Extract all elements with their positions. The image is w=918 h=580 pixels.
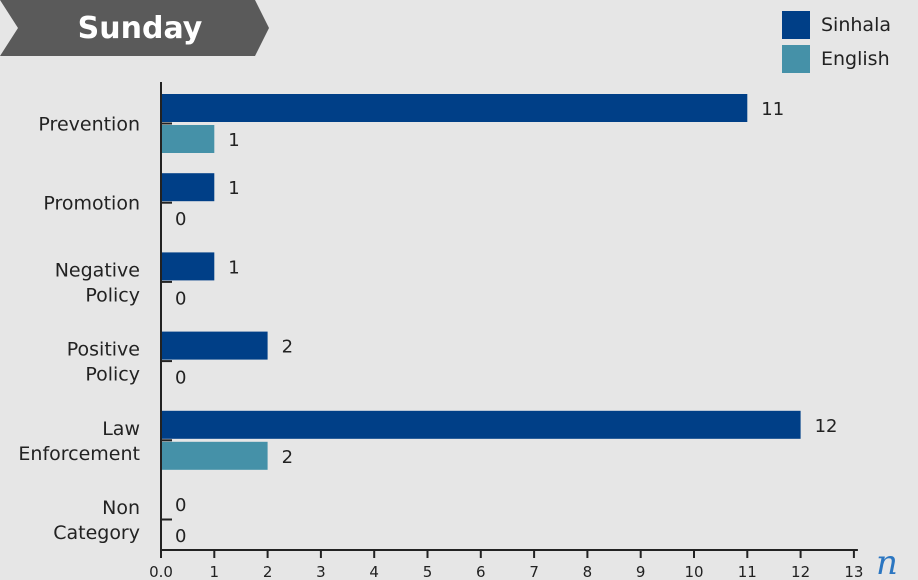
category-label-positive-policy-line1: Positive xyxy=(67,339,140,361)
x-tick-label-0: 0.0 xyxy=(149,563,173,580)
title-banner xyxy=(0,0,269,56)
bar-sinhala-negative-policy xyxy=(161,252,215,281)
category-label-law-enforcement-line2: Enforcement xyxy=(18,443,140,465)
legend-label-english: English xyxy=(821,48,890,70)
x-tick-label-8: 8 xyxy=(583,563,593,580)
category-label-negative-policy-line2: Policy xyxy=(85,284,140,306)
legend-swatch-english xyxy=(782,45,810,73)
x-tick-label-5: 5 xyxy=(423,563,433,580)
x-tick-label-3: 3 xyxy=(316,563,326,580)
category-label-promotion-line1: Promotion xyxy=(43,193,140,215)
bar-english-prevention xyxy=(161,125,215,153)
x-tick-label-13: 13 xyxy=(844,563,863,580)
value-label-sinhala-non-category: 0 xyxy=(175,495,186,516)
chart-title: Sunday xyxy=(78,11,203,46)
value-label-sinhala-promotion: 1 xyxy=(228,178,239,199)
category-label-non-category-line2: Category xyxy=(53,522,140,544)
x-tick-label-9: 9 xyxy=(636,563,646,580)
value-label-sinhala-positive-policy: 2 xyxy=(282,337,293,358)
bar-english-law-enforcement xyxy=(161,441,268,470)
legend-swatch-sinhala xyxy=(782,11,810,39)
value-label-sinhala-prevention: 11 xyxy=(761,99,784,120)
category-label-non-category-line1: Non xyxy=(102,497,140,519)
bar-sinhala-law-enforcement xyxy=(161,410,801,439)
x-tick-label-7: 7 xyxy=(529,563,539,580)
legend-label-sinhala: Sinhala xyxy=(821,14,891,36)
category-label-negative-policy-line1: Negative xyxy=(55,259,140,281)
x-tick-label-4: 4 xyxy=(369,563,379,580)
value-label-english-non-category: 0 xyxy=(175,526,186,547)
category-label-law-enforcement-line1: Law xyxy=(102,418,140,440)
x-tick-label-10: 10 xyxy=(684,563,703,580)
x-tick-label-2: 2 xyxy=(263,563,273,580)
value-label-sinhala-law-enforcement: 12 xyxy=(815,416,838,437)
x-tick-label-1: 1 xyxy=(210,563,220,580)
bar-sinhala-promotion xyxy=(161,173,215,202)
category-label-prevention-line1: Prevention xyxy=(38,114,140,136)
bar-sinhala-positive-policy xyxy=(161,331,268,360)
x-tick-label-12: 12 xyxy=(791,563,810,580)
x-tick-label-11: 11 xyxy=(738,563,757,580)
value-label-english-negative-policy: 0 xyxy=(175,288,186,309)
bar-sinhala-prevention xyxy=(161,94,748,122)
value-label-sinhala-negative-policy: 1 xyxy=(228,257,239,278)
x-tick-label-6: 6 xyxy=(476,563,486,580)
value-label-english-promotion: 0 xyxy=(175,209,186,230)
value-label-english-prevention: 1 xyxy=(228,130,239,151)
category-label-positive-policy-line2: Policy xyxy=(85,364,140,386)
value-label-english-positive-policy: 0 xyxy=(175,368,186,389)
x-axis-unit-symbol: n xyxy=(876,543,898,580)
value-label-english-law-enforcement: 2 xyxy=(282,447,293,468)
